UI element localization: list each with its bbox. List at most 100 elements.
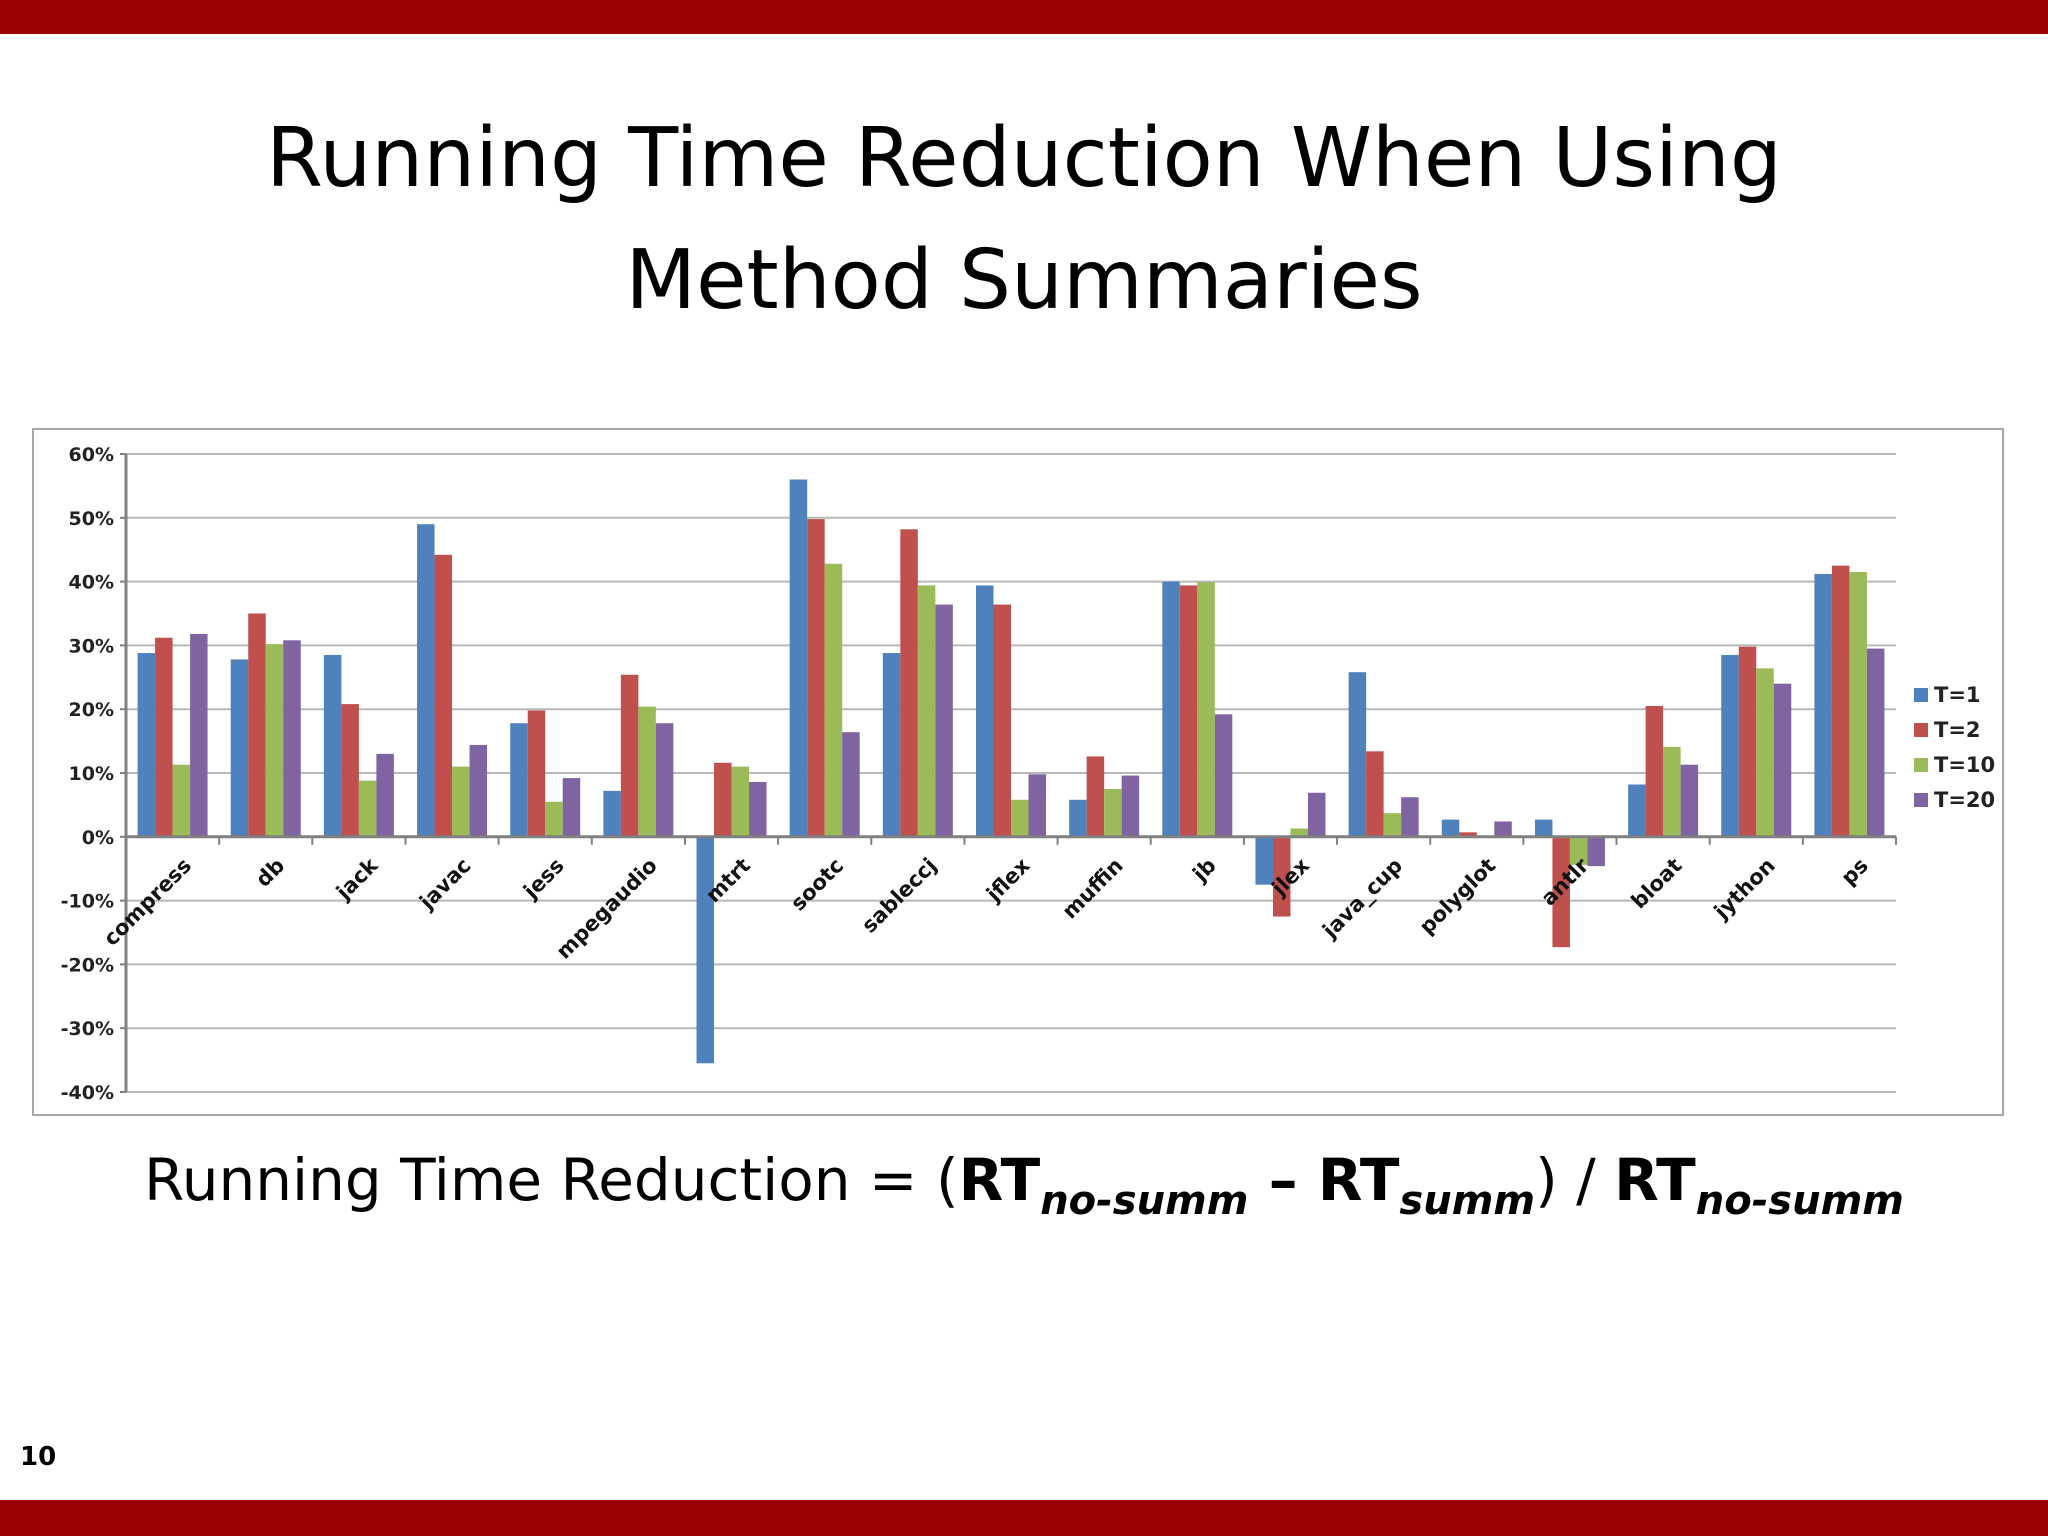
bar [341,704,359,837]
title-line-2: Method Summaries [625,233,1423,328]
title-line-1: Running Time Reduction When Using [266,111,1782,206]
bar [1307,792,1326,837]
bar [749,781,767,837]
category-label: jflex [981,853,1035,907]
category-label: sableccj [857,853,941,937]
bar [1272,836,1291,917]
bar [137,653,156,837]
category-label: java_cup [1317,853,1407,943]
legend-label: T=2 [1934,718,1981,742]
top-band [0,0,2048,34]
y-tick-label: 50% [69,508,114,530]
bar [1721,654,1739,837]
category-label: jack [331,853,383,905]
bar [620,674,639,837]
formula-rt-3: RT [1614,1146,1696,1214]
bar [1121,775,1140,837]
bar [510,723,528,837]
category-label: polyglot [1415,853,1501,939]
legend-swatch [1914,793,1928,807]
bar [655,723,674,837]
bar [1663,746,1681,837]
bar [155,637,173,837]
bar [1255,836,1273,885]
bar [976,585,994,837]
legend-label: T=10 [1934,753,1995,777]
bottom-band [0,1500,2048,1536]
formula-close: ) / [1535,1146,1615,1214]
bar [1366,751,1384,837]
bar [323,654,342,837]
page-number: 10 [20,1442,57,1472]
bar [283,640,301,837]
category-label: javac [414,853,475,914]
y-tick-label: -40% [61,1082,114,1104]
formula-sub-1: no-summ [1040,1178,1249,1224]
bar [917,585,936,837]
bar [842,732,860,837]
bar [1645,706,1664,837]
category-label: muffin [1058,853,1128,923]
bar [358,780,377,837]
y-tick-label: -30% [61,1018,114,1040]
legend-label: T=20 [1934,788,1995,812]
bar [172,764,191,837]
bar [376,753,394,837]
bar [1756,668,1774,837]
bar [1401,797,1419,837]
bar [1494,821,1512,837]
bar [1680,764,1699,837]
bar [900,529,918,837]
bar [417,524,435,837]
bar [545,801,563,837]
bar [1738,646,1757,837]
y-tick-label: 30% [69,635,114,657]
bar [731,766,750,837]
y-tick-label: 10% [69,763,114,785]
bar [1552,836,1570,948]
bar [1849,572,1867,837]
bar [265,644,284,837]
chart-frame: -40% -30% -20% -10% 0% 10% 20% 30% 40% 50% 60% comp… [32,428,2004,1116]
bar [452,766,470,837]
bar [1383,813,1402,837]
bar [1069,799,1087,837]
legend-swatch [1914,688,1928,702]
category-label: jb [1187,853,1220,886]
y-tick-label: 40% [69,572,114,594]
category-label: db [251,853,289,891]
bar [190,633,208,837]
y-tick-label: -20% [61,954,114,976]
category-label: bloat [1627,853,1687,913]
bar [1534,819,1553,837]
category-label: jython [1709,853,1780,924]
bar [935,604,953,837]
bar [1214,714,1233,837]
bar [1814,573,1832,837]
bar [1587,836,1605,867]
legend-swatch [1914,723,1928,737]
bar [1441,819,1460,837]
y-tick-label: -10% [61,891,114,913]
bar [434,554,453,837]
bar [1011,799,1029,837]
bar [1459,832,1477,837]
bar [1831,565,1850,837]
bar [638,706,656,837]
slide-title: Running Time Reduction When Using Method… [0,98,2048,342]
bar [1086,756,1105,837]
bar [1348,672,1367,837]
bar [1162,581,1180,837]
bar [230,659,249,837]
bar [1028,774,1046,837]
formula-prefix: Running Time Reduction = ( [144,1146,959,1214]
category-label: ps [1837,853,1873,889]
formula-sub-2: summ [1399,1178,1536,1224]
y-tick-label: 0% [82,827,114,849]
y-tick-label: 20% [69,699,114,721]
bar [714,762,732,837]
legend-swatch [1914,758,1928,772]
bar [1197,582,1215,837]
bar [1773,683,1792,837]
bar [1290,828,1308,837]
